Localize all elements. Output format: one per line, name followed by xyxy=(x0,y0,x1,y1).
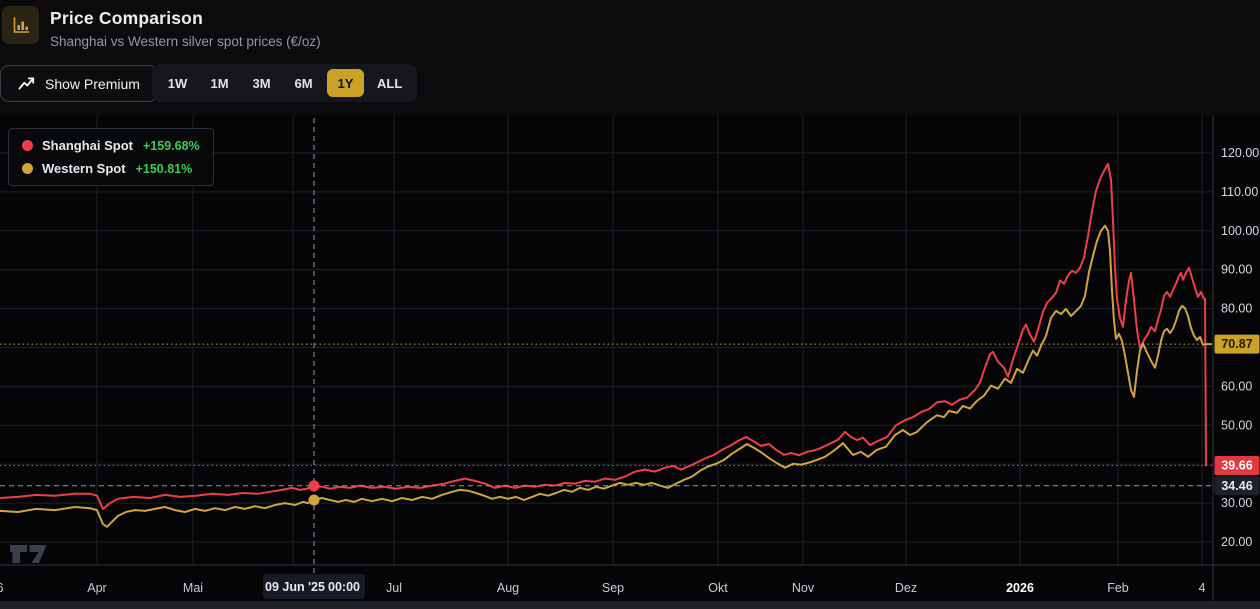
y-axis-label[interactable]: 80.00 xyxy=(1221,302,1252,316)
page-subtitle: Shanghai vs Western silver spot prices (… xyxy=(50,34,321,49)
timeframe-1w-button[interactable]: 1W xyxy=(159,69,196,97)
timeframe-selector: 1W 1M 3M 6M 1Y ALL xyxy=(152,64,418,102)
price-chart[interactable]: 6 Apr Mai Jul Aug Sep Okt Nov Dez 2026 Feb 4 120.00 1… xyxy=(0,115,1260,609)
last-price-badge xyxy=(1214,334,1260,354)
price-badge-label: 34.46 xyxy=(1221,479,1252,493)
y-axis-label[interactable]: 120.00 xyxy=(1221,146,1259,160)
x-axis-label[interactable]: Okt xyxy=(708,581,728,595)
series-change-percent: +159.68% xyxy=(143,138,200,153)
y-axis-label[interactable]: 30.00 xyxy=(1221,496,1252,510)
y-axis-label[interactable]: 60.00 xyxy=(1221,379,1252,393)
legend-item: Shanghai Spot +159.68% xyxy=(22,138,200,153)
series-name: Western Spot xyxy=(42,161,126,176)
crosshair-price-badge xyxy=(1214,476,1260,496)
y-axis-label[interactable]: 90.00 xyxy=(1221,263,1252,277)
chart-legend: Shanghai Spot +159.68% Western Spot +150.81… xyxy=(8,128,214,186)
y-axis-label[interactable]: 110.00 xyxy=(1221,185,1258,199)
timeframe-1m-button[interactable]: 1M xyxy=(201,69,238,97)
x-axis-label[interactable]: Nov xyxy=(792,581,815,595)
tradingview-logo-icon[interactable] xyxy=(10,545,27,563)
x-axis-label[interactable]: 6 xyxy=(0,581,4,595)
timeframe-all-button[interactable]: ALL xyxy=(369,69,410,97)
trending-up-icon xyxy=(18,76,35,91)
show-premium-button[interactable]: Show Premium xyxy=(0,65,158,102)
bar-chart-icon xyxy=(2,6,39,44)
shanghai-spot-line xyxy=(0,162,1207,510)
x-axis-label[interactable]: Jul xyxy=(386,581,402,595)
crosshair-date-badge xyxy=(263,574,365,599)
crosshair-time-label: 00:00 xyxy=(328,580,360,594)
timeframe-3m-button[interactable]: 3M xyxy=(243,69,280,97)
y-axis-label[interactable]: 50.00 xyxy=(1221,418,1252,432)
crosshair-dot xyxy=(308,494,320,506)
x-axis-label[interactable]: Aug xyxy=(497,581,519,595)
crosshair-dot xyxy=(308,480,320,492)
timeframe-6m-button[interactable]: 6M xyxy=(285,69,322,97)
series-name: Shanghai Spot xyxy=(42,138,133,153)
x-axis-label[interactable]: Apr xyxy=(87,581,106,595)
price-badge-label: 70.87 xyxy=(1221,337,1252,351)
series-color-dot xyxy=(22,140,33,151)
series-change-percent: +150.81% xyxy=(135,161,193,176)
crosshair-date-label: 09 Jun '25 xyxy=(265,580,325,594)
x-axis-label[interactable]: Dez xyxy=(895,581,917,595)
widget-header: Price Comparison Shanghai vs Western sil… xyxy=(2,6,321,49)
y-axis-label[interactable]: 100.00 xyxy=(1221,224,1259,238)
x-axis-label[interactable]: Mai xyxy=(183,581,203,595)
tradingview-logo-icon[interactable] xyxy=(29,545,47,563)
y-axis-label[interactable]: 20.00 xyxy=(1221,535,1252,549)
show-premium-label: Show Premium xyxy=(45,75,140,92)
bottom-bar xyxy=(0,601,1260,609)
series-color-dot xyxy=(22,163,33,174)
x-axis-label[interactable]: 4 xyxy=(1199,581,1206,595)
x-axis-label[interactable]: 2026 xyxy=(1006,581,1034,595)
x-axis-label[interactable]: Feb xyxy=(1107,581,1129,595)
legend-item: Western Spot +150.81% xyxy=(22,161,200,176)
western-spot-line xyxy=(0,224,1212,528)
page-title: Price Comparison xyxy=(50,8,203,28)
x-axis-label[interactable]: Sep xyxy=(602,581,624,595)
last-price-badge xyxy=(1214,456,1260,475)
price-badge-label: 39.66 xyxy=(1221,459,1252,473)
timeframe-1y-button[interactable]: 1Y xyxy=(327,69,364,97)
chart-background xyxy=(0,115,1260,609)
